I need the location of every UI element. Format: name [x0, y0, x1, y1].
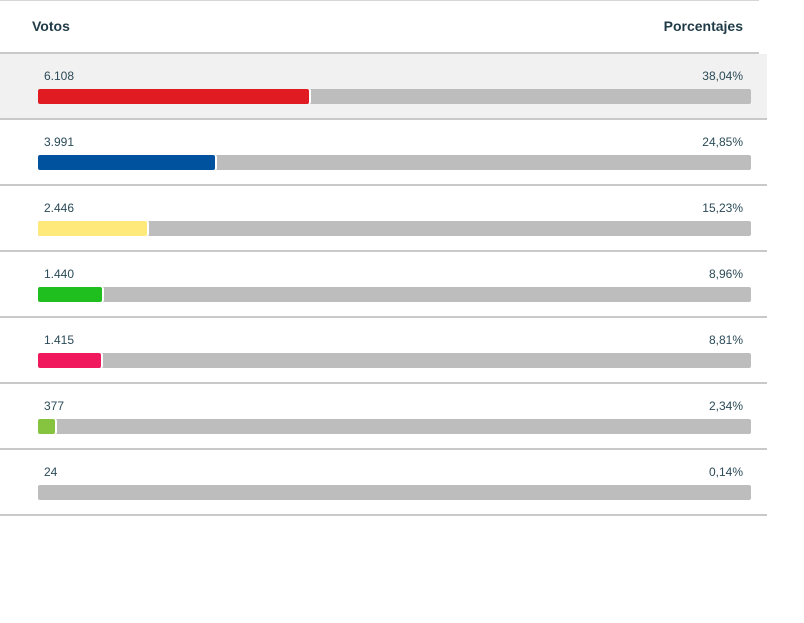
percent-value: 8,96% — [708, 267, 743, 281]
percent-value: 2,34% — [708, 399, 743, 413]
results-table: Votos Porcentajes 6.108 38,04% 3.991 24,85%… — [0, 0, 767, 516]
bar-fill — [38, 89, 309, 104]
result-row: 1.415 8,81% — [0, 318, 767, 384]
percent-value: 38,04% — [702, 69, 743, 83]
bar-track — [38, 485, 751, 500]
bar-track — [38, 419, 751, 434]
votes-value: 1.440 — [44, 267, 75, 281]
result-row: 6.108 38,04% — [0, 54, 767, 120]
votes-value: 2.446 — [44, 201, 75, 215]
result-row: 1.440 8,96% — [0, 252, 767, 318]
bar-fill — [38, 353, 101, 368]
bar-fill — [38, 287, 102, 302]
result-row: 3.991 24,85% — [0, 120, 767, 186]
votes-value: 3.991 — [44, 135, 75, 149]
result-row: 24 0,14% — [0, 450, 767, 516]
percent-column-header: Porcentajes — [663, 18, 743, 34]
result-row: 377 2,34% — [0, 384, 767, 450]
votes-value: 24 — [44, 465, 58, 479]
bar-fill — [38, 155, 215, 170]
votes-value: 6.108 — [44, 69, 75, 83]
bar-track — [38, 89, 751, 104]
bar-fill — [38, 221, 147, 236]
result-rows: 6.108 38,04% 3.991 24,85% 2.446 15,23% 1.440 8,… — [0, 54, 767, 516]
percent-value: 24,85% — [702, 135, 743, 149]
votes-column-header: Votos — [32, 18, 70, 34]
percent-value: 15,23% — [702, 201, 743, 215]
votes-value: 1.415 — [44, 333, 75, 347]
bar-track — [38, 353, 751, 368]
bar-track — [38, 155, 751, 170]
bar-track — [38, 287, 751, 302]
results-header: Votos Porcentajes — [0, 0, 759, 54]
bar-fill — [38, 419, 55, 434]
bar-track — [38, 221, 751, 236]
percent-value: 0,14% — [708, 465, 743, 479]
top-divider — [0, 0, 759, 1]
votes-value: 377 — [44, 399, 65, 413]
percent-value: 8,81% — [708, 333, 743, 347]
result-row: 2.446 15,23% — [0, 186, 767, 252]
